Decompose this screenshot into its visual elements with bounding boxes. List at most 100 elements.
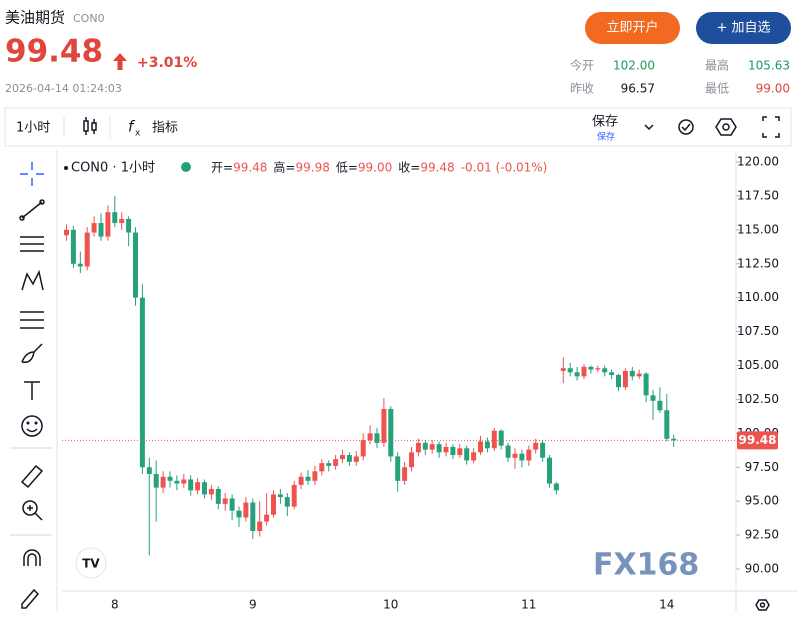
title: 美油期货 (5, 9, 65, 27)
candle-body (340, 455, 345, 460)
candle-body (574, 372, 580, 377)
candle-body (622, 370, 628, 388)
candle-body (298, 476, 304, 485)
candle-body (257, 521, 263, 532)
x-tick-label: 9 (249, 598, 257, 612)
candle-body (271, 494, 276, 515)
candle-body (222, 498, 228, 504)
candle-body (243, 502, 249, 518)
candle-body (443, 446, 449, 453)
last-price-tag (737, 431, 778, 450)
candle-body (167, 476, 173, 481)
candle-body (284, 497, 290, 507)
candle-body (64, 229, 69, 236)
candle-body (533, 442, 539, 450)
settings-icon[interactable] (715, 118, 737, 136)
candle-body (70, 229, 76, 264)
candle-body (519, 453, 525, 461)
save[interactable]: 保存 (592, 115, 618, 130)
fullscreen-icon[interactable] (762, 116, 780, 138)
candle-body (181, 479, 187, 484)
candle-body (478, 441, 483, 453)
candle-body (436, 444, 442, 453)
candle-body (664, 410, 670, 439)
candle-body (277, 494, 283, 498)
button-label[interactable]: 立即开户 (606, 20, 658, 36)
candle-body (629, 370, 635, 377)
candle-body (77, 263, 83, 267)
candle-body (112, 212, 118, 224)
watermark: FX168 (593, 548, 699, 583)
legend-dot (64, 166, 68, 170)
stat-label: 今开 (570, 58, 594, 73)
stat-label: 最低 (705, 82, 729, 96)
candle-body (409, 452, 414, 468)
add-watchlist-button[interactable] (696, 12, 791, 44)
candle-body (471, 452, 477, 461)
candle-body (457, 448, 463, 456)
x-tick-label: 10 (383, 598, 398, 612)
candle-body (346, 455, 352, 462)
open-account-button[interactable] (585, 12, 680, 44)
legend-change: -0.01 (-0.01%) (461, 161, 548, 175)
fx-icon[interactable]: f (128, 118, 136, 136)
stat-value: 102.00 (613, 59, 655, 73)
stats: 今开 102.00 最高 105.63 昨收 96.57 最低 99.00 (570, 58, 790, 96)
candle-body (602, 368, 608, 373)
y-tick-label: 117.50 (737, 188, 779, 202)
candle-body (402, 467, 408, 481)
candle-body (422, 442, 428, 450)
candle-body (305, 476, 311, 481)
legend: 开= 99.48 高= 99.98 低= 99.00 收= 99.48 -0.01 (-0.01… (211, 160, 547, 175)
candle-body (91, 223, 97, 233)
candle-body (595, 368, 601, 370)
candle-body (84, 232, 90, 267)
stat-value: 96.57 (621, 82, 655, 96)
candle-body (381, 408, 387, 443)
stat-value: 105.63 (748, 59, 790, 73)
x-tick-label: 14 (659, 598, 674, 612)
tv-logo[interactable] (75, 547, 107, 579)
legend-label: 低= (336, 161, 358, 175)
y-tick-label: 97.50 (745, 460, 779, 474)
interval[interactable]: 1小时 (16, 121, 50, 136)
candle-body (395, 456, 401, 481)
candle-body (188, 479, 194, 491)
candle-body (367, 433, 373, 441)
chevron[interactable] (644, 124, 654, 131)
candle-body (326, 463, 332, 466)
fx-icon[interactable]: x (135, 129, 141, 139)
candle-body (636, 373, 642, 377)
y-tick-label: 110.00 (737, 290, 779, 304)
candle-body (464, 448, 470, 461)
candle-body (526, 449, 532, 461)
candle-body (160, 476, 166, 488)
candle-body (643, 373, 649, 396)
change: +3.01% (137, 55, 197, 71)
indicators[interactable]: 指标 (152, 121, 178, 136)
candle-body (133, 232, 138, 298)
save-sub[interactable]: 保存 (597, 131, 615, 143)
candle-body (609, 372, 615, 376)
candle-body (450, 446, 456, 456)
candle-body (146, 467, 152, 475)
candle-body (353, 456, 359, 462)
button-label[interactable]: + 加自选 (716, 21, 770, 36)
stat-value: 99.00 (756, 82, 790, 96)
candle-icon[interactable] (83, 117, 97, 135)
y-tick-label: 112.50 (737, 256, 779, 270)
drawing-tools[interactable] (10, 162, 52, 609)
stat-label: 最高 (705, 58, 729, 73)
legend-value: 99.48 (233, 161, 267, 175)
alert-icon[interactable] (678, 119, 694, 135)
settings-icon[interactable] (755, 599, 770, 611)
candle-body (498, 430, 504, 446)
candle-body (616, 375, 621, 388)
legend-label: 收= (398, 161, 420, 175)
candle-body (415, 442, 421, 453)
toolbar (4, 107, 792, 147)
y-tick-label: 105.00 (737, 358, 779, 372)
tv-logo[interactable]: TV (82, 557, 100, 571)
candle-body (581, 366, 587, 377)
